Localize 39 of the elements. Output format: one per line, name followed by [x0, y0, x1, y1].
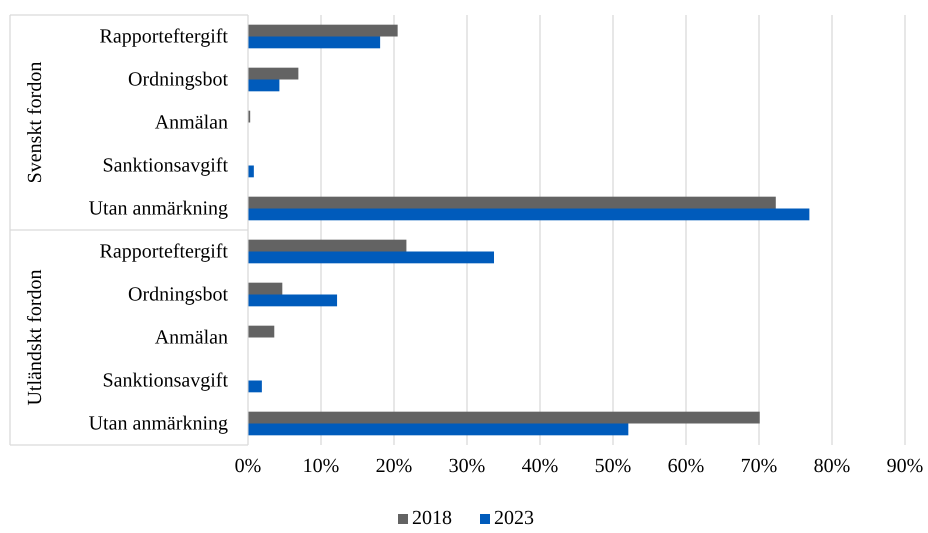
bar	[248, 80, 280, 92]
bar	[248, 196, 776, 208]
legend-label: 2023	[494, 507, 534, 529]
text: Svenskt fordon	[24, 62, 46, 184]
legend-label: 2018	[412, 507, 452, 529]
bar	[248, 68, 298, 80]
x-tick-label: 30%	[448, 455, 486, 477]
y-tick-label: Ordningsbot	[128, 68, 228, 90]
bar	[248, 252, 494, 264]
y-tick-label: Sanktionsavgift	[102, 370, 228, 392]
x-tick-label: 0%	[234, 455, 262, 477]
bar	[248, 166, 254, 178]
bar	[248, 36, 380, 48]
bar	[248, 380, 262, 392]
y-tick-label: Anmälan	[154, 112, 228, 134]
y-tick-label: Rapporteftergift	[100, 240, 228, 262]
y-tick-label: Utan anmärkning	[88, 412, 228, 434]
y-tick-label: Ordningsbot	[128, 284, 228, 306]
bar	[248, 208, 810, 220]
y-tick-label: Anmälan	[154, 326, 228, 348]
bar	[248, 282, 282, 294]
x-tick-label: 60%	[668, 455, 704, 477]
y-tick-label: Sanktionsavgift	[102, 154, 228, 176]
y-tick-label: Utan anmärkning	[88, 198, 228, 220]
bar	[248, 326, 274, 338]
x-tick-label: 80%	[814, 455, 850, 477]
y-tick-label: Rapporteftergift	[100, 26, 228, 48]
bar	[248, 240, 406, 252]
bar	[248, 424, 628, 436]
x-tick-label: 10%	[302, 455, 340, 477]
bar	[248, 412, 760, 424]
x-tick-label: 50%	[594, 455, 632, 477]
bar	[248, 24, 398, 36]
x-tick-label: 20%	[376, 455, 412, 477]
x-tick-label: 70%	[740, 455, 778, 477]
text: Utländskt fordon	[24, 269, 46, 406]
bar	[248, 294, 338, 306]
x-tick-label: 40%	[522, 455, 558, 477]
x-tick-label: 90%	[886, 455, 924, 477]
